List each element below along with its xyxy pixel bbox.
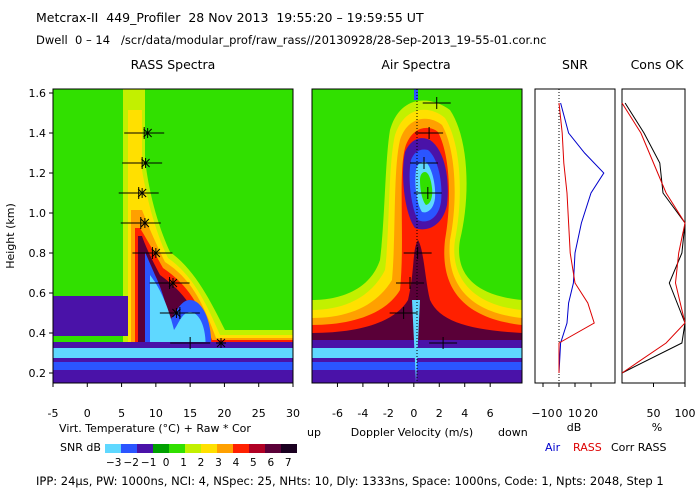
snr-colorbar-cell — [233, 444, 249, 453]
rass-axes-frame — [52, 88, 294, 384]
cor-marker-d2 — [141, 158, 150, 168]
snr-colorbar-label: 4 — [233, 457, 240, 469]
cons-xlabel: % — [652, 421, 662, 434]
snr-colorbar-label: 6 — [267, 457, 274, 469]
cor-marker-d2 — [168, 278, 178, 288]
air-xtick-label: 6 — [487, 407, 494, 420]
cor-marker-d2 — [216, 338, 226, 348]
rass-xtick-label: -5 — [48, 407, 59, 420]
snr-lines — [558, 89, 605, 383]
rass-markers — [118, 127, 226, 349]
profiler-figure: RASS Spectra Air Spectra SNR Cons OK 0.2… — [4, 57, 696, 469]
snr-xlabel: dB — [567, 421, 582, 434]
snr-xtick-label: 10 — [568, 407, 582, 420]
rass-tick-labels: 0.2 0.4 0.6 0.8 1.0 1.2 1.4 1.6 -5 0 5 10 15 20 25 30 — [29, 87, 301, 420]
air-markers — [389, 97, 458, 349]
height-tick-label: 0.6 — [29, 287, 47, 300]
snr-colorbar-cell — [137, 444, 153, 453]
height-tick-label: 1.0 — [29, 207, 47, 220]
cons-tick-labels: 50 100 — [647, 383, 696, 420]
rass-xtick-label: 10 — [149, 407, 163, 420]
air-xtick-label: -2 — [383, 407, 394, 420]
air-xtick-label: 0 — [410, 407, 417, 420]
height-tick-label: 1.4 — [29, 127, 47, 140]
legend-corr-rass: Corr RASS — [611, 441, 666, 454]
snr-colorbar-label: 1 — [180, 457, 187, 469]
cor-marker-d2 — [137, 188, 147, 198]
header-line-1: Metcrax-II 449_Profiler 28 Nov 2013 19:5… — [36, 10, 424, 25]
cor-marker-d2 — [172, 308, 181, 318]
snr-colorbar-label: 3 — [215, 457, 222, 469]
legend-air: Air — [545, 441, 561, 454]
snr-colorbar-label: 7 — [285, 457, 292, 469]
rass-xtick-label: 30 — [286, 407, 300, 420]
snr-colorbar-cell — [153, 444, 169, 453]
air-axes-frame — [311, 88, 523, 384]
height-tick-label: 0.8 — [29, 247, 47, 260]
snr-colorbar-label: −2 — [123, 457, 138, 469]
height-tick-label: 1.2 — [29, 167, 47, 180]
snr-scale-title: SNR dB — [60, 441, 101, 454]
header-line-2: Dwell 0 – 14 /scr/data/modular_prof/raw_… — [36, 33, 547, 47]
height-tick-label: 1.6 — [29, 87, 47, 100]
rass-xtick-label: 0 — [84, 407, 91, 420]
air-xtick-label: -4 — [357, 407, 368, 420]
air-xtick-label: 2 — [436, 407, 443, 420]
height-tick-label: 0.4 — [29, 327, 47, 340]
cons-line-rass — [621, 102, 686, 374]
rass-xtick-label: 25 — [252, 407, 266, 420]
snr-colorbar-label: 5 — [250, 457, 257, 469]
snr-colorbar: −3 −2 −1 0 1 2 3 4 5 6 7 — [105, 444, 297, 469]
snr-tick-labels: −10 0 10 20 — [531, 383, 598, 420]
snr-line-rass — [558, 102, 595, 373]
legend-rass: RASS — [573, 441, 602, 454]
rass-title: RASS Spectra — [131, 57, 216, 72]
snr-colorbar-cell — [265, 444, 281, 453]
snr-colorbar-cell — [169, 444, 185, 453]
air-xtick-label: -6 — [332, 407, 343, 420]
snr-xtick-label: 0 — [556, 407, 563, 420]
cor-marker-d2 — [140, 218, 150, 228]
air-xlabel: Doppler Velocity (m/s) — [351, 426, 473, 439]
snr-xtick-label: −10 — [531, 407, 554, 420]
height-tick-label: 0.2 — [29, 367, 47, 380]
air-xtick-label: 4 — [461, 407, 468, 420]
cons-title: Cons OK — [631, 57, 685, 72]
air-xlabel-down: down — [498, 426, 528, 439]
snr-line-air — [558, 102, 605, 374]
snr-colorbar-cell — [201, 444, 217, 453]
cons-axes-frame — [621, 88, 686, 384]
cons-line-corr-rass — [621, 102, 686, 374]
snr-xtick-label: 20 — [584, 407, 598, 420]
snr-colorbar-cell — [121, 444, 137, 453]
snr-colorbar-cell — [185, 444, 201, 453]
cons-lines — [621, 102, 686, 374]
snr-colorbar-cell — [105, 444, 121, 453]
snr-title: SNR — [562, 57, 588, 72]
snr-axes-frame — [534, 88, 616, 384]
cons-xtick-label: 100 — [675, 407, 696, 420]
cor-marker-d2 — [143, 128, 152, 138]
rass-xtick-label: 15 — [183, 407, 197, 420]
cor-marker-d2 — [151, 248, 161, 258]
snr-colorbar-cell — [249, 444, 265, 453]
air-xlabel-up: up — [307, 426, 321, 439]
snr-colorbar-label: 2 — [198, 457, 205, 469]
snr-colorbar-cell — [281, 444, 297, 453]
cons-xtick-label: 50 — [647, 407, 661, 420]
air-title: Air Spectra — [381, 57, 450, 72]
snr-colorbar-label: −3 — [106, 457, 121, 469]
snr-colorbar-label: −1 — [141, 457, 156, 469]
snr-colorbar-cell — [217, 444, 233, 453]
rass-heatmap — [53, 89, 293, 383]
rass-xtick-label: 5 — [118, 407, 125, 420]
snr-colorbar-label: 0 — [163, 457, 170, 469]
air-tick-labels: -6 -4 -2 0 2 4 6 — [332, 383, 494, 420]
rass-xtick-label: 20 — [217, 407, 231, 420]
footer-params: IPP: 24μs, PW: 1000ns, NCI: 4, NSpec: 25… — [36, 474, 664, 488]
height-axis-label: Height (km) — [4, 203, 17, 269]
rass-xlabel: Virt. Temperature (°C) + Raw * Cor — [59, 422, 251, 435]
